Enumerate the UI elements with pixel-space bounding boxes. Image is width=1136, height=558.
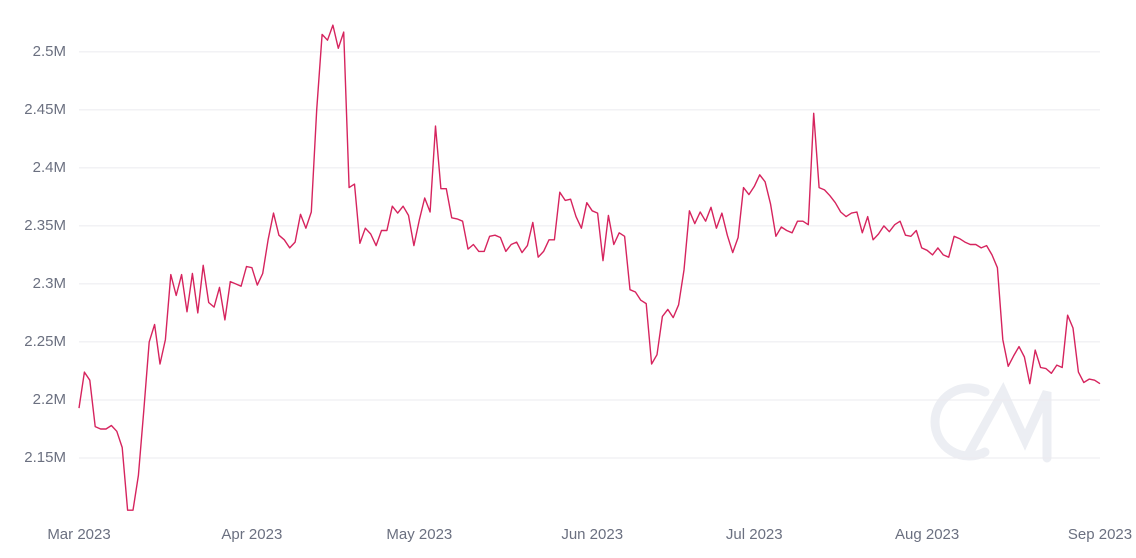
y-tick-label: 2.5M [33, 43, 66, 60]
x-tick-label: Mar 2023 [47, 526, 110, 543]
x-tick-label: Sep 2023 [1068, 526, 1132, 543]
x-tick-label: Jul 2023 [726, 526, 783, 543]
line [78, 24, 1101, 511]
x-tick-label: Aug 2023 [895, 526, 959, 543]
x-tick-label: Jun 2023 [561, 526, 623, 543]
watermark [930, 382, 1052, 463]
y-tick-label: 2.45M [24, 101, 66, 118]
y-tick-label: 2.4M [33, 159, 66, 176]
y-tick-label: 2.35M [24, 217, 66, 234]
y-tick-label: 2.2M [33, 391, 66, 408]
y-tick-label: 2.25M [24, 333, 66, 350]
x-tick-label: Apr 2023 [221, 526, 282, 543]
x-tick-label: May 2023 [386, 526, 452, 543]
y-tick-label: 2.3M [33, 275, 66, 292]
y-tick-label: 2.15M [24, 449, 66, 466]
